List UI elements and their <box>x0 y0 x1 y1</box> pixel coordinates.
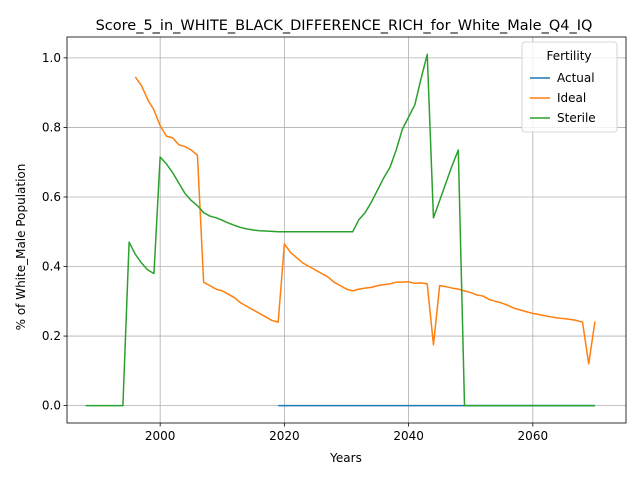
series-lines <box>85 53 596 407</box>
x-tick-label: 2040 <box>393 429 424 443</box>
series-line-sterile <box>85 53 595 407</box>
x-tick-label: 2060 <box>518 429 549 443</box>
axis-ticks: 2000 2020 2040 2060 0.0 0.2 0.4 0.6 0.8 1.0 <box>42 51 548 443</box>
legend-label-sterile: Sterile <box>557 111 596 125</box>
plot-frame <box>66 36 627 424</box>
legend-box <box>521 41 618 133</box>
y-tick-label: 0.2 <box>42 329 61 343</box>
x-tick-label: 2020 <box>269 429 300 443</box>
y-tick-label: 0.0 <box>42 399 61 413</box>
legend: Fertility Actual Ideal Sterile <box>521 41 618 133</box>
series-line-ideal <box>134 76 596 365</box>
y-tick-label: 0.4 <box>42 260 61 274</box>
legend-entries: Actual Ideal Sterile <box>530 71 596 125</box>
legend-title: Fertility <box>546 49 591 63</box>
chart-title: Score_5_in_WHITE_BLACK_DIFFERENCE_RICH_f… <box>96 18 593 34</box>
y-tick-label: 0.6 <box>42 190 61 204</box>
legend-label-actual: Actual <box>557 71 595 85</box>
x-axis-label: Years <box>329 451 362 465</box>
y-tick-label: 0.8 <box>42 120 61 134</box>
y-axis-label: % of White_Male Population <box>14 164 28 331</box>
legend-label-ideal: Ideal <box>557 91 586 105</box>
y-tick-label: 1.0 <box>42 51 61 65</box>
x-tick-label: 2000 <box>145 429 176 443</box>
